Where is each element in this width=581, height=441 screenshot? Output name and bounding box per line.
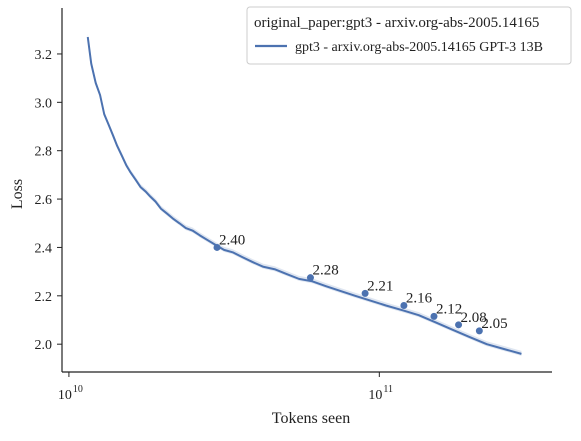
legend-title: original_paper:gpt3 - arxiv.org-abs-2005… [254, 15, 539, 31]
annotation-label: 2.12 [436, 301, 462, 317]
x-tick-label: 10 [58, 388, 72, 403]
x-axis-label: Tokens seen [272, 410, 350, 427]
annotation-label: 2.28 [312, 263, 338, 279]
y-tick-label: 3.2 [35, 48, 53, 63]
series-line [86, 36, 522, 355]
y-tick-label: 2.4 [35, 241, 53, 256]
legend-entry: gpt3 - arxiv.org-abs-2005.14165 GPT-3 13… [295, 40, 543, 55]
annotation-point [430, 312, 438, 320]
annotation-point [361, 289, 369, 297]
axes-layer [61, 8, 552, 373]
annotation-point [400, 301, 408, 309]
y-tick-label: 2.6 [35, 193, 53, 208]
legend-box [246, 6, 572, 65]
x-tick-exponent: 11 [383, 384, 393, 395]
annotation-label: 2.40 [219, 232, 245, 248]
annotation-label: 2.08 [461, 310, 487, 326]
y-tick-label: 3.0 [35, 96, 53, 111]
annotation-label: 2.21 [367, 278, 393, 294]
ticks-layer: 2.02.22.42.62.83.03.210 10 10 11 [35, 48, 393, 403]
annotation-point [213, 243, 221, 251]
annotation-point [475, 327, 483, 335]
series-line-layer [86, 36, 522, 355]
annotation-point [306, 274, 314, 282]
annotation-label: 2.16 [406, 290, 433, 306]
x-tick-exponent: 10 [73, 384, 83, 395]
y-tick-label: 2.0 [35, 338, 53, 353]
legend: original_paper:gpt3 - arxiv.org-abs-2005… [246, 6, 572, 65]
x-tick-label: 10 [368, 388, 382, 403]
y-tick-label: 2.2 [35, 290, 53, 305]
y-axis-label: Loss [9, 179, 26, 209]
annotation-points-layer: 2.40 2.28 2.21 2.162.122.082.05 [213, 232, 508, 335]
annotation-point [455, 321, 463, 329]
y-tick-label: 2.8 [35, 145, 53, 160]
annotation-label: 2.05 [481, 316, 507, 332]
